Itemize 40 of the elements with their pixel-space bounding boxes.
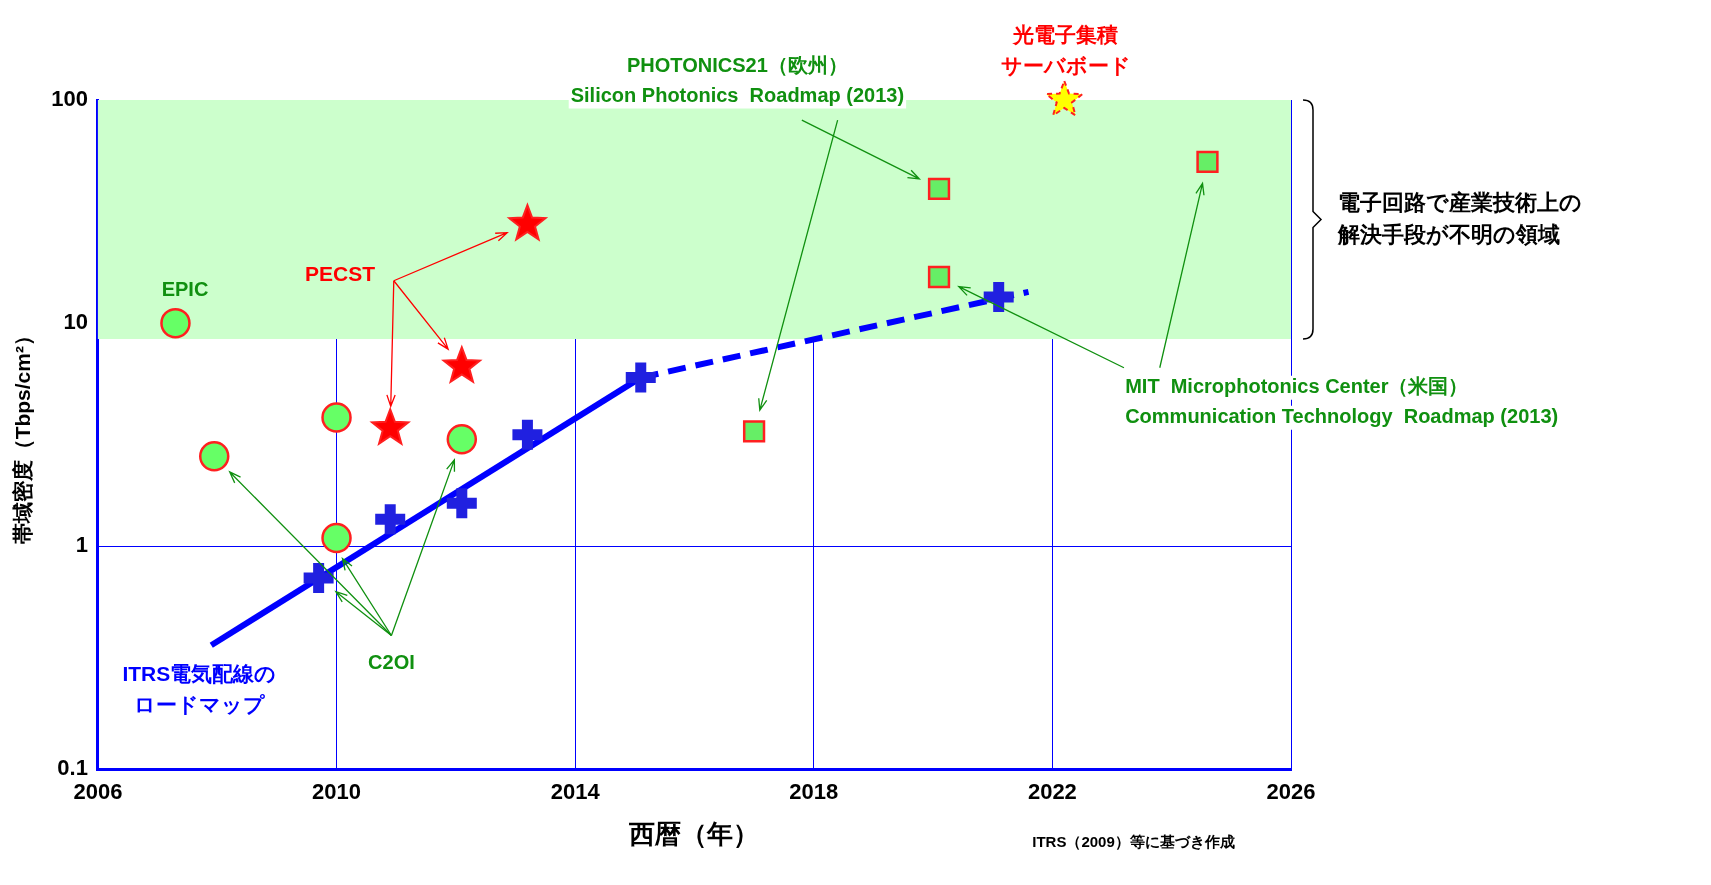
x-tick-label: 2026: [1266, 778, 1316, 804]
x-tick-label: 2006: [73, 778, 123, 804]
point: [321, 522, 352, 554]
point: [375, 504, 406, 535]
point: [371, 408, 410, 445]
x-tick-label: 2022: [1027, 778, 1077, 804]
x-tick-label: 2018: [789, 778, 839, 804]
point: [1045, 80, 1084, 117]
point: [446, 488, 477, 519]
annotation: MIT Microphotonics Center（米国） Communication Technology Roadmap (2013): [1125, 375, 1559, 428]
x-tick-label: 2010: [312, 778, 361, 804]
point: [303, 563, 334, 594]
x-tick-label: 2014: [550, 778, 601, 804]
point: [1196, 150, 1219, 174]
point: [512, 419, 543, 450]
band-label: 電子回路で産業技術上の解決手段が不明の領域: [1337, 189, 1582, 247]
point: [983, 281, 1014, 312]
point: [442, 346, 481, 383]
y-axis-title: 帯域密度（Tbps/cm²）: [11, 325, 35, 545]
point: [927, 177, 951, 200]
annotation: PHOTONICS21（欧州） Silicon Photonics Roadmap (2013): [570, 54, 905, 107]
text: ITRS電気配線のロードマップ: [122, 662, 277, 717]
point: [625, 362, 656, 393]
text: PECST: [305, 262, 376, 286]
y-tick-label: 10: [63, 309, 88, 335]
point: [927, 265, 951, 289]
point: [742, 420, 766, 443]
point: [198, 441, 230, 472]
point: [160, 307, 191, 339]
point: [446, 423, 478, 455]
point: [321, 402, 352, 433]
annotation: EPIC: [161, 278, 209, 301]
y-tick-label: 1: [75, 532, 88, 558]
y-tick-label: 100: [51, 86, 88, 112]
point: [508, 204, 547, 241]
y-tick-label: 0.1: [57, 755, 88, 781]
text: ITRS（2009）等に基づき作成: [1032, 833, 1235, 851]
series-label: 光電子集積サーバボード: [1000, 22, 1131, 77]
x-axis-title: 西暦（年）: [628, 818, 760, 849]
annotation: C2OI: [368, 651, 415, 674]
